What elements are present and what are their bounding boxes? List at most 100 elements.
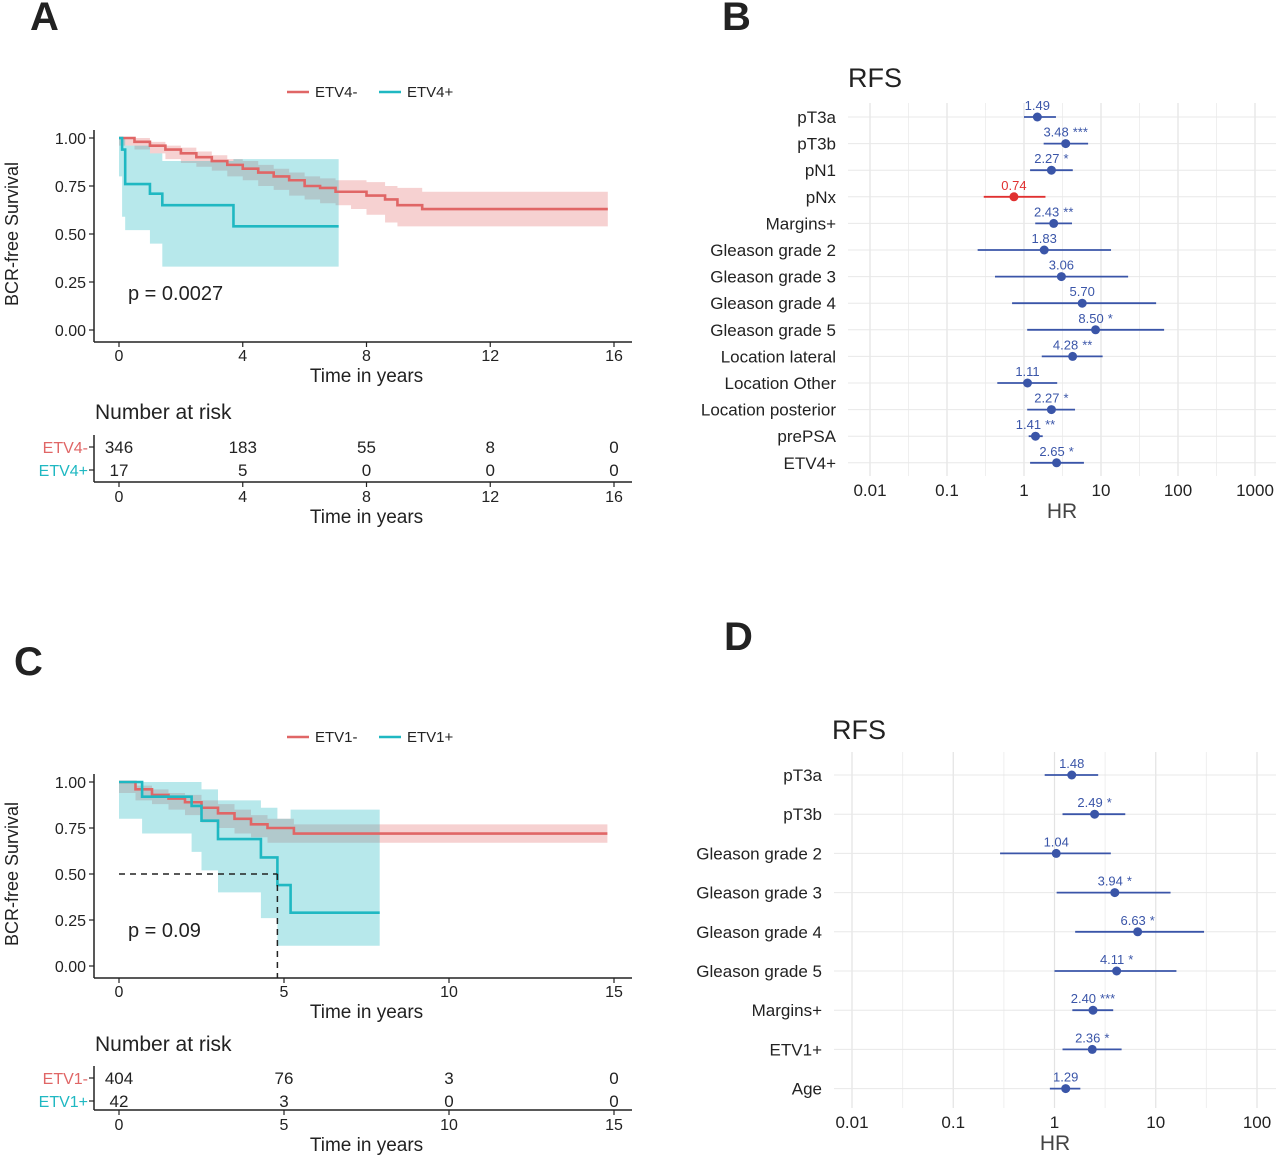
x-tick-label: 5 bbox=[280, 984, 289, 1001]
row-label: Margins+ bbox=[752, 1001, 822, 1020]
hr-label: 5.70 bbox=[1070, 284, 1095, 299]
hr-point bbox=[1061, 139, 1071, 149]
risk-count: 0 bbox=[362, 461, 371, 480]
hr-label: 4.11 * bbox=[1100, 952, 1133, 967]
hr-label: 2.43 ** bbox=[1034, 204, 1073, 219]
hr-value: 1.11 bbox=[1015, 364, 1039, 379]
x-tick-label: 10 bbox=[440, 984, 458, 1001]
hr-label: 1.29 bbox=[1053, 1070, 1078, 1085]
risk-count: 8 bbox=[486, 438, 495, 457]
row-label: ETV4+ bbox=[784, 454, 837, 473]
risk-x-tick-label: 12 bbox=[481, 489, 499, 506]
risk-count: 55 bbox=[357, 438, 376, 457]
y-tick-label: 0.50 bbox=[55, 227, 86, 244]
x-tick-label: 1 bbox=[1050, 1113, 1059, 1132]
hr-label: 2.27 * bbox=[1034, 151, 1068, 166]
hr-label: 3.06 bbox=[1049, 258, 1074, 273]
hr-value: 1.41 bbox=[1016, 417, 1041, 432]
row-label: Margins+ bbox=[766, 214, 836, 233]
row-label: Gleason grade 5 bbox=[710, 321, 836, 340]
risk-count: 346 bbox=[105, 438, 133, 457]
hr-value: 1.04 bbox=[1044, 834, 1069, 849]
significance-stars: * bbox=[1150, 913, 1155, 928]
risk-count: 0 bbox=[444, 1092, 453, 1111]
row-label: pT3a bbox=[797, 108, 836, 127]
hr-value: 3.94 bbox=[1098, 874, 1123, 889]
survival-curve-etv4- bbox=[119, 136, 608, 211]
risk-table-title: Number at risk bbox=[95, 1033, 232, 1056]
hr-value: 5.70 bbox=[1070, 284, 1095, 299]
risk-x-tick-label: 15 bbox=[605, 1117, 623, 1134]
row-label: Location Other bbox=[724, 374, 836, 393]
risk-table: Number at risk ETV4- 346 183 55 8 0 ETV4+ 17 5 0 0 0… bbox=[39, 401, 632, 528]
hr-value: 4.28 bbox=[1053, 337, 1078, 352]
risk-row-label: ETV1+ bbox=[39, 1094, 88, 1111]
row-label: pN1 bbox=[805, 161, 836, 180]
hr-value: 1.29 bbox=[1053, 1070, 1078, 1085]
risk-row-label: ETV1- bbox=[43, 1071, 88, 1088]
row-label: pT3b bbox=[797, 135, 836, 154]
ci-band-etv4- bbox=[119, 138, 608, 227]
survival-curve-etv1+ bbox=[119, 780, 380, 914]
hr-value: 2.27 bbox=[1034, 391, 1059, 406]
risk-count: 3 bbox=[444, 1069, 453, 1088]
risk-count: 0 bbox=[609, 461, 618, 480]
km-plot-etv1: ETV1- ETV1+ 0.00 0.25 0.50 0.75 1.00 0 5 10 15 Time… bbox=[2, 729, 632, 1156]
row-label: Gleason grade 4 bbox=[696, 923, 822, 942]
forest-title: RFS bbox=[848, 63, 902, 93]
km-plot-etv4: ETV4- ETV4+ 0.00 0.25 0.50 0.75 1.00 0 4 8 12 16 Tim… bbox=[2, 84, 632, 528]
x-tick-label: 0.01 bbox=[835, 1113, 868, 1132]
p-value-annotation: p = 0.09 bbox=[128, 920, 201, 942]
y-tick-label: 0.25 bbox=[55, 913, 86, 930]
x-axis-title: HR bbox=[1047, 500, 1077, 523]
risk-count: 17 bbox=[110, 461, 129, 480]
row-label: pT3a bbox=[783, 766, 822, 785]
panel-label-b: B bbox=[722, 0, 751, 39]
hr-point bbox=[1090, 809, 1100, 819]
hr-label: 8.50 * bbox=[1078, 311, 1112, 326]
row-label: Gleason grade 3 bbox=[710, 268, 836, 287]
survival-curve-etv4+ bbox=[119, 136, 339, 228]
significance-stars: * bbox=[1128, 952, 1133, 967]
x-tick-label: 0.1 bbox=[935, 481, 959, 500]
x-tick-label: 10 bbox=[1146, 1113, 1165, 1132]
panel-label-d: D bbox=[724, 615, 753, 659]
y-tick-label: 0.50 bbox=[55, 867, 86, 884]
hr-value: 4.11 bbox=[1100, 952, 1124, 967]
hr-label: 4.28 ** bbox=[1053, 337, 1092, 352]
x-tick-label: 0.01 bbox=[853, 481, 886, 500]
significance-stars: * bbox=[1127, 874, 1132, 889]
row-label: prePSA bbox=[777, 427, 836, 446]
ci-band-etv4+ bbox=[119, 138, 339, 267]
hr-point bbox=[1052, 458, 1062, 468]
risk-table: Number at risk ETV1- 404 76 3 0 ETV1+ 42 3 0 0 0 5 10… bbox=[39, 1033, 632, 1156]
hr-label: 3.48 *** bbox=[1043, 125, 1088, 140]
x-tick-label: 100 bbox=[1164, 481, 1192, 500]
x-tick-label: 0 bbox=[115, 348, 124, 365]
hr-value: 2.65 bbox=[1039, 444, 1064, 459]
hr-value: 2.43 bbox=[1034, 204, 1059, 219]
hr-label: 0.74 bbox=[1001, 178, 1026, 193]
hr-point bbox=[1087, 1044, 1097, 1054]
significance-stars: * bbox=[1069, 444, 1074, 459]
x-tick-label: 8 bbox=[362, 348, 371, 365]
forest-plot-rfs-etv1: RFS pT3a 1.48 pT3b 2.49 * Gleason grade 2 1.04 G… bbox=[696, 715, 1276, 1155]
legend-label: ETV4+ bbox=[407, 84, 454, 101]
panel-label-c: C bbox=[14, 640, 43, 684]
y-tick-label: 0.00 bbox=[55, 959, 86, 976]
hr-label: 2.49 * bbox=[1077, 795, 1111, 810]
x-tick-label: 10 bbox=[1092, 481, 1111, 500]
y-tick-label: 1.00 bbox=[55, 131, 86, 148]
hr-point bbox=[1022, 378, 1032, 388]
x-axis-title: Time in years bbox=[310, 366, 423, 387]
hr-label: 2.40 *** bbox=[1071, 991, 1116, 1006]
x-tick-label: 4 bbox=[238, 348, 247, 365]
survival-curve-etv1- bbox=[119, 780, 608, 835]
risk-x-tick-label: 4 bbox=[238, 489, 247, 506]
significance-stars: * bbox=[1064, 391, 1069, 406]
significance-stars: * bbox=[1108, 311, 1113, 326]
risk-count: 3 bbox=[279, 1092, 288, 1111]
hr-point bbox=[1077, 298, 1087, 308]
hr-point bbox=[1061, 1084, 1071, 1094]
